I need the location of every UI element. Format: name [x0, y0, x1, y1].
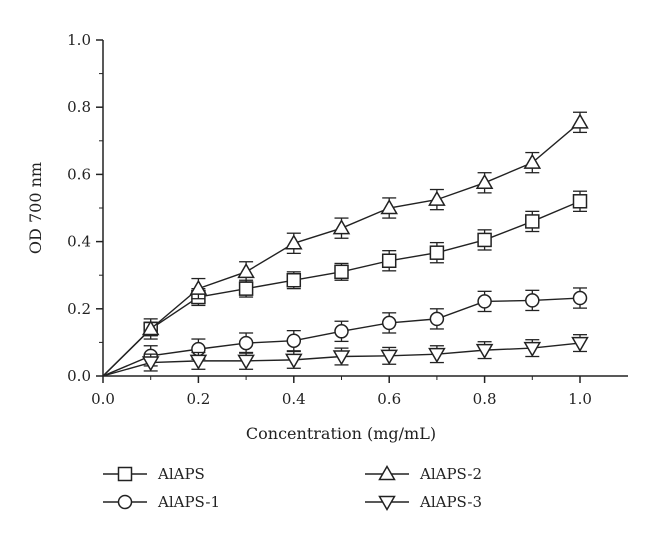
- data-point-alaps-2: [571, 113, 589, 129]
- x-tick-label: 0.4: [282, 390, 306, 408]
- data-point-alaps-1: [381, 315, 397, 331]
- data-point-alaps-2: [475, 173, 494, 190]
- data-point-alaps-1: [286, 333, 302, 348]
- legend-label: AlAPS-3: [419, 493, 482, 511]
- y-tick-label: 0.6: [67, 165, 91, 183]
- x-axis-title: Concentration (mg/mL): [246, 424, 436, 443]
- data-point-alaps-1: [238, 335, 254, 351]
- series-group: [102, 111, 589, 377]
- axes: [102, 40, 628, 377]
- x-tick-label: 0.2: [186, 390, 210, 408]
- data-point-alaps-3: [428, 347, 446, 364]
- data-point-alaps: [429, 245, 445, 260]
- legend-item-alaps-2: AlAPS-2: [365, 464, 482, 483]
- data-point-alaps: [238, 281, 254, 296]
- data-point-alaps-1: [572, 290, 588, 306]
- series-alaps-1: [102, 287, 588, 377]
- legend-label: AlAPS-2: [419, 465, 482, 483]
- series-alaps-3: [102, 334, 589, 377]
- data-point-alaps-3: [237, 354, 255, 370]
- data-point-alaps-2: [428, 190, 446, 206]
- legend-label: AlAPS-1: [157, 493, 220, 511]
- data-point-alaps-1: [334, 324, 349, 339]
- data-point-alaps-3: [189, 354, 208, 370]
- data-point-alaps-3: [380, 349, 398, 365]
- data-point-alaps-2: [332, 219, 351, 235]
- y-axis-title: OD 700 nm: [26, 162, 45, 254]
- data-point-alaps-3: [523, 341, 542, 358]
- data-point-alaps-1: [525, 293, 540, 308]
- data-point-alaps-2: [523, 153, 542, 169]
- legend-item-alaps: AlAPS: [103, 465, 205, 483]
- legend-marker: [378, 495, 396, 512]
- data-point-alaps-2: [189, 279, 208, 295]
- legend-item-alaps-1: AlAPS-1: [103, 493, 220, 511]
- x-tick-label: 0.6: [377, 390, 401, 408]
- y-tick-label: 0.4: [67, 233, 91, 251]
- y-tick-label: 1.0: [67, 31, 91, 49]
- data-point-alaps-3: [141, 356, 160, 372]
- legend-marker: [117, 466, 133, 482]
- legend-item-alaps-3: AlAPS-3: [365, 493, 482, 512]
- data-point-alaps-1: [429, 311, 445, 327]
- y-tick-label: 0.8: [67, 98, 91, 116]
- ticks: 0.0 0.2 0.4 0.6 0.8 1.0 0.0 0.2 0.4 0.6 0.8 1.0: [67, 31, 592, 408]
- data-point-alaps-1: [477, 294, 492, 309]
- data-point-alaps-3: [571, 336, 589, 353]
- data-point-alaps-3: [285, 353, 303, 369]
- legend-marker: [117, 494, 133, 510]
- data-point-alaps: [334, 264, 349, 280]
- data-point-alaps-2: [285, 234, 303, 250]
- y-tick-label: 0.0: [67, 367, 91, 385]
- legend: AlAPS AlAPS-2 AlAPS-1 AlAPS-3: [103, 464, 482, 512]
- y-tick-label: 0.2: [67, 300, 91, 318]
- data-point-alaps-2: [380, 198, 398, 215]
- data-point-alaps: [381, 253, 397, 269]
- legend-marker: [378, 464, 396, 481]
- data-point-alaps: [286, 272, 302, 288]
- x-tick-label: 0.0: [91, 390, 115, 408]
- data-point-alaps-2: [141, 319, 160, 336]
- data-point-alaps: [525, 214, 540, 229]
- data-point-alaps-2: [237, 262, 255, 279]
- x-tick-label: 0.8: [473, 390, 497, 408]
- x-tick-label: 1.0: [568, 390, 592, 408]
- data-point-alaps: [572, 194, 588, 209]
- data-point-alaps-3: [475, 343, 494, 360]
- legend-label: AlAPS: [157, 465, 205, 483]
- series-alaps-2: [102, 111, 589, 377]
- data-point-alaps-3: [332, 350, 351, 366]
- data-point-alaps: [477, 232, 492, 248]
